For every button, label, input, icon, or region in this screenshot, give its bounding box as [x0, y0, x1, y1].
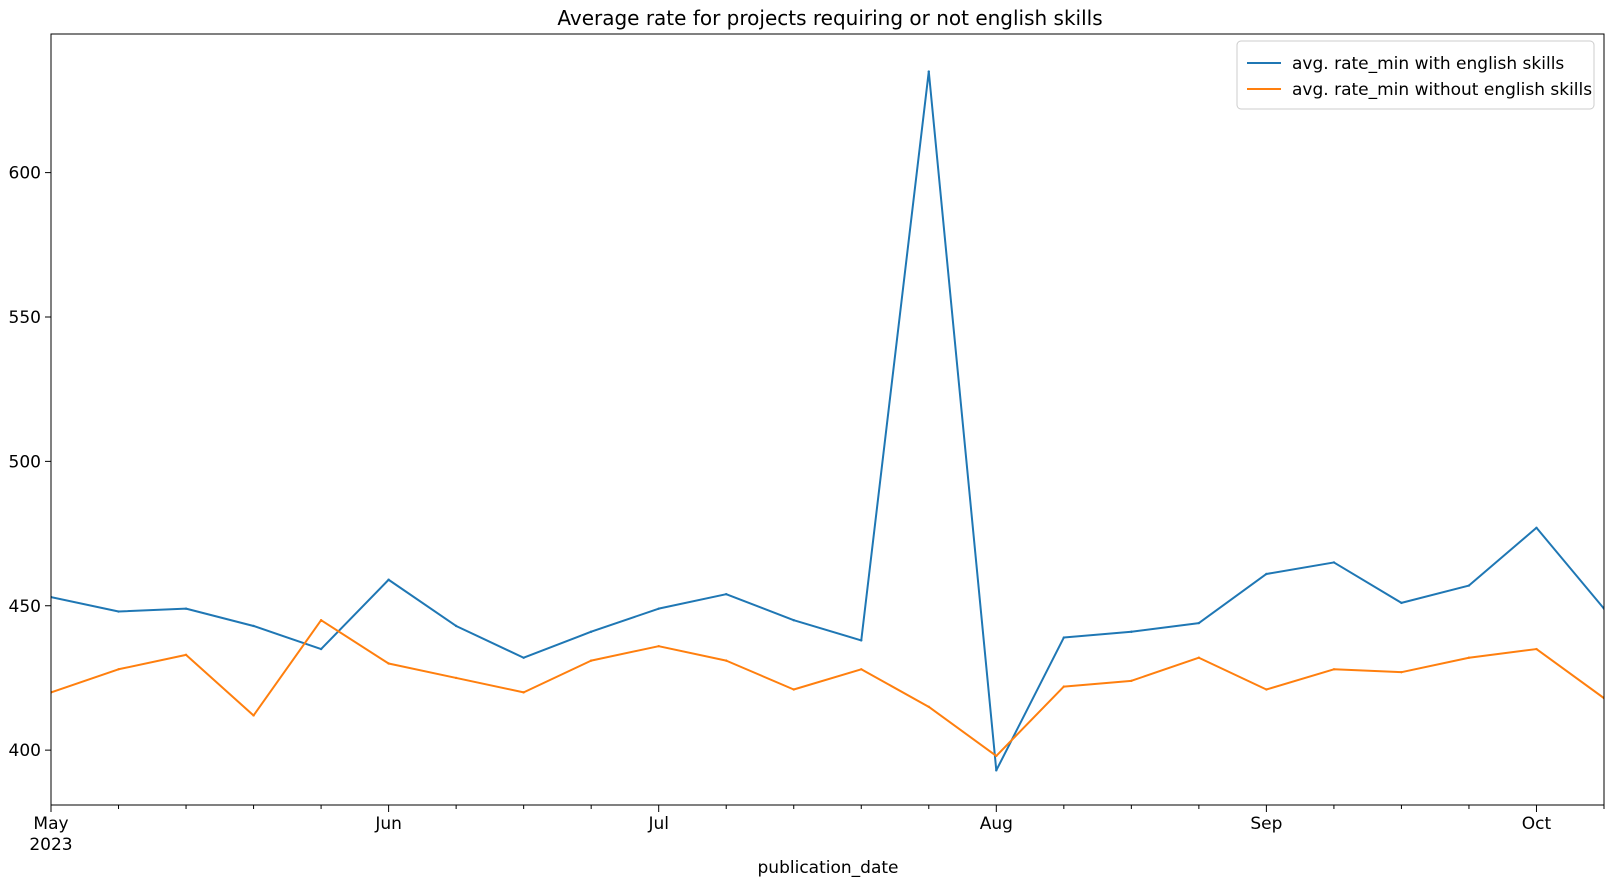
plot-area	[51, 70, 1604, 772]
plot-frame	[50, 33, 1605, 806]
series-1-point	[1467, 584, 1471, 587]
legend-box	[1236, 40, 1595, 110]
series-1-point	[995, 769, 998, 772]
series-2-point	[1265, 688, 1268, 691]
series-2-point	[1332, 668, 1336, 671]
series-2-point	[319, 618, 323, 622]
series-1-point	[1400, 601, 1403, 605]
series-2-point	[995, 754, 998, 758]
x-tick-label: Sep	[1250, 814, 1282, 834]
series-line-1	[51, 70, 1604, 772]
series-1-point	[1265, 572, 1268, 576]
series-1-point	[252, 624, 255, 628]
series-2-point	[1400, 670, 1403, 674]
legend: avg. rate_min with english skills avg. ra…	[1236, 40, 1595, 110]
series-1-point	[725, 593, 728, 596]
series-1-point	[522, 656, 525, 659]
series-1-point	[319, 647, 323, 651]
x-tick-sublabel: 2023	[29, 835, 72, 855]
x-tick-label: Aug	[980, 814, 1013, 834]
series-2-point	[454, 676, 458, 680]
x-tick-label: Jun	[374, 814, 402, 834]
y-tick-label: 600	[9, 164, 41, 184]
chart-title: Average rate for projects requiring or n…	[557, 6, 1102, 30]
y-tick-label: 450	[9, 597, 41, 617]
series-2-point	[725, 659, 728, 662]
series-1-point	[1197, 621, 1201, 625]
series-2-point	[792, 688, 795, 691]
series-2-point	[117, 668, 120, 671]
series-2-point	[1197, 656, 1201, 659]
series-2-point	[387, 662, 390, 665]
series-1-point	[454, 624, 458, 628]
series-1-point	[927, 70, 930, 73]
x-tick-label: Jul	[647, 814, 669, 834]
series-1-point	[1535, 526, 1538, 529]
series-line-2	[51, 619, 1604, 757]
x-tick-label: May	[33, 814, 68, 834]
series-1-point	[860, 639, 863, 642]
series-1-point	[1062, 636, 1066, 639]
legend-label-2: avg. rate_min without english skills	[1292, 80, 1592, 100]
y-tick-label: 550	[9, 308, 41, 328]
series-2-point	[657, 644, 660, 648]
y-tick-label: 500	[9, 452, 41, 472]
series-2-point	[1467, 656, 1471, 659]
series-2-point	[1062, 685, 1066, 688]
series-2-point	[860, 668, 863, 671]
series-1-point	[387, 578, 390, 581]
series-2-point	[1130, 679, 1133, 683]
x-axis-label: publication_date	[758, 858, 899, 878]
x-tick-label: Oct	[1522, 814, 1552, 834]
series-1-point	[657, 607, 660, 610]
series-1-point	[792, 618, 795, 622]
y-tick-label: 400	[9, 741, 41, 761]
series-2-point	[589, 659, 593, 662]
series-2-point	[1535, 647, 1538, 651]
series-1-point	[184, 607, 188, 610]
series-1-point	[117, 610, 120, 613]
series-2-point	[252, 714, 255, 717]
series-2-point	[184, 653, 188, 657]
series-1-point	[589, 630, 593, 633]
series-2-point	[522, 691, 525, 694]
series-1-point	[1130, 630, 1133, 633]
series-2-point	[927, 705, 930, 709]
series-1-point	[1332, 561, 1336, 564]
legend-label-1: avg. rate_min with english skills	[1292, 54, 1564, 74]
